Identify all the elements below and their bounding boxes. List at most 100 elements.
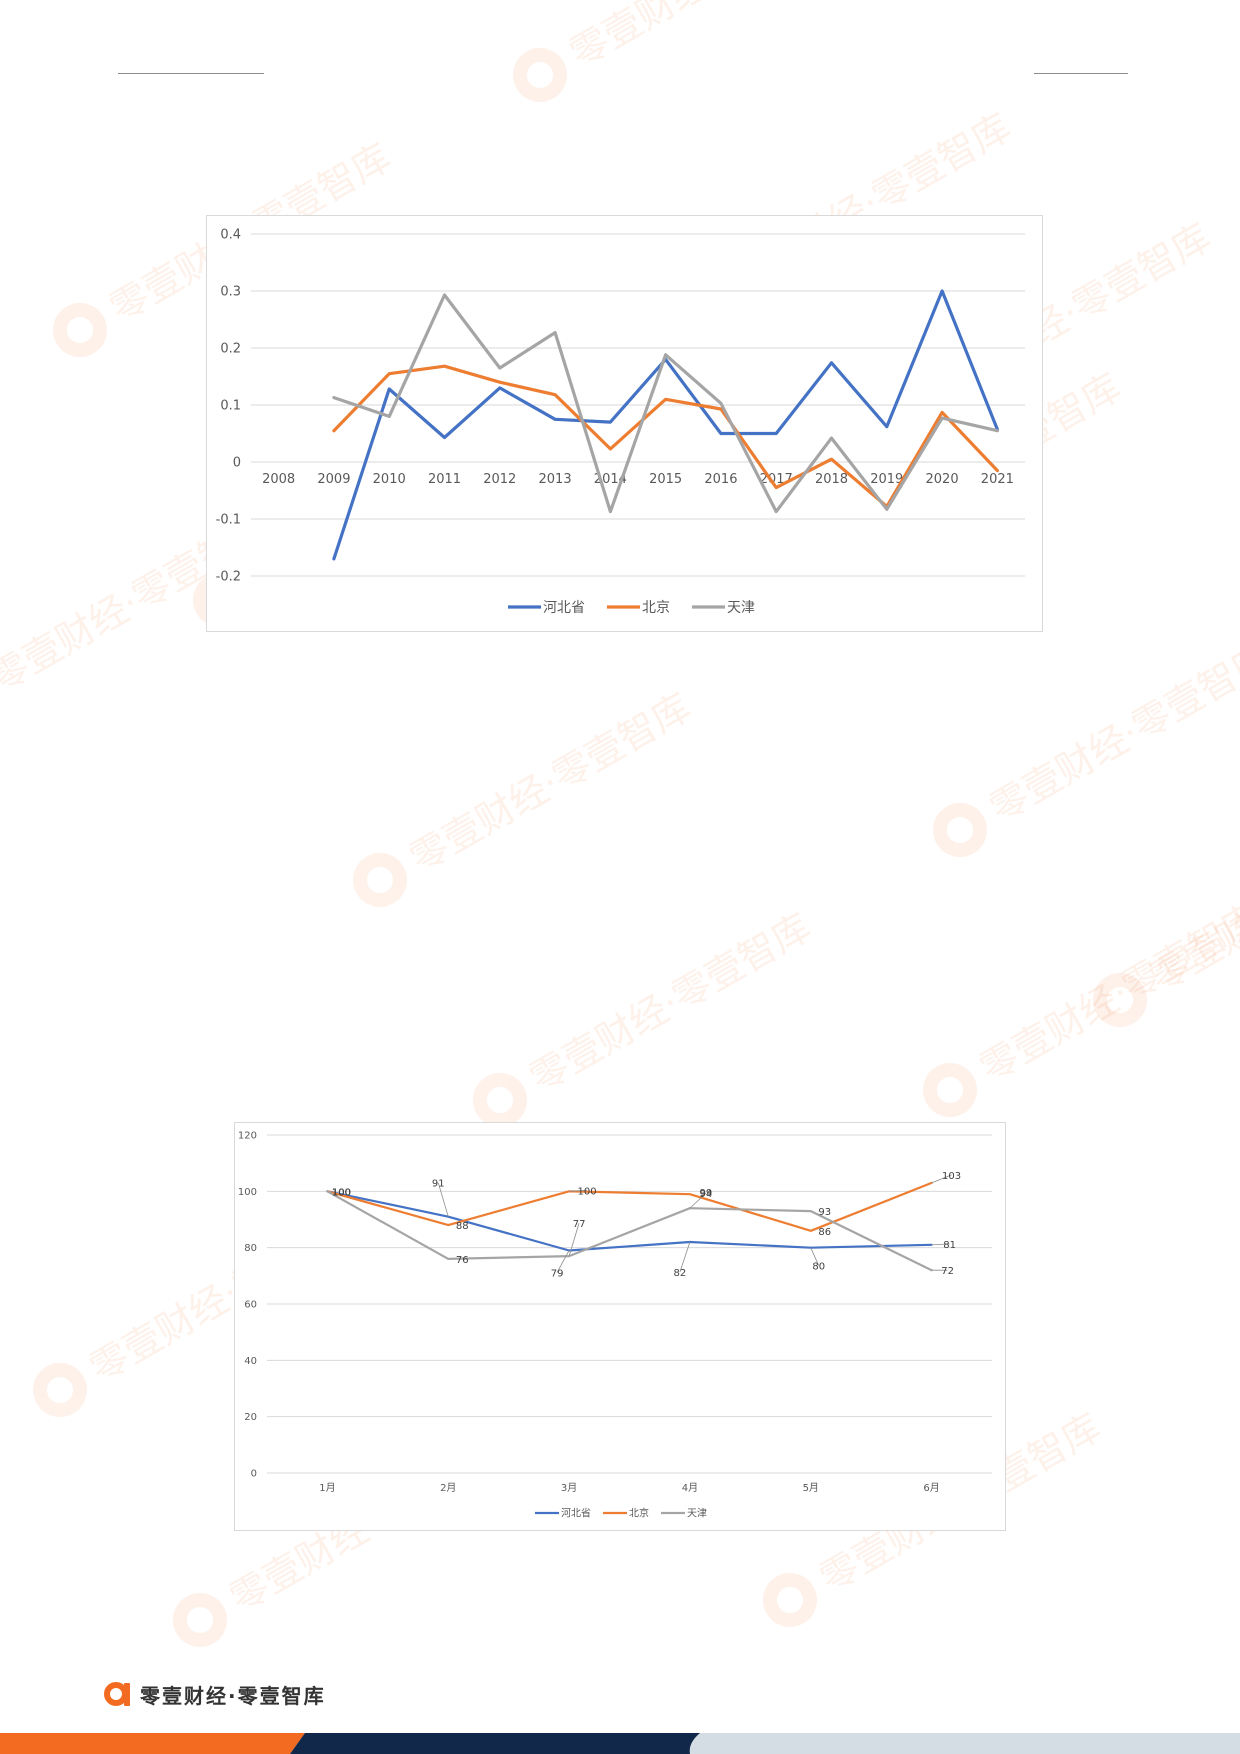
chart1-legend-label: 河北省 [543,600,585,616]
chart1-legend-label: 天津 [727,600,755,616]
watermark-logo-icon [33,1363,87,1417]
chart2-data-label: 103 [942,1171,961,1182]
chart2-x-tick-label: 2月 [440,1482,456,1494]
chart2-data-label: 80 [812,1262,825,1273]
chart2-y-tick-label: 20 [244,1412,257,1423]
chart2-data-label: 94 [700,1189,713,1200]
watermark-logo-icon [353,853,407,907]
chart2-label-leader [810,1247,820,1266]
chart-monthly-index: 0 20 40 60 80 100 120 1月 2月 3月 4月 5月 6月 100 91 79 82 80 81… [234,1122,1006,1531]
chart1-x-tick-label: 2012 [483,472,516,487]
watermark-mark: 零壹财经·零壹智库 [473,905,818,1127]
chart2-data-label: 72 [941,1266,954,1277]
chart2-data-label: 82 [674,1268,687,1279]
chart-annual-growth: -0.2 -0.1 0 0.1 0.2 0.3 0.4 2008 2009 2010 2011 201… [206,215,1043,632]
chart1-x-tick-label: 2013 [539,472,572,487]
chart1-x-tick-label: 2019 [870,472,903,487]
chart2-data-label: 86 [818,1227,831,1238]
footer-color-bar [0,1733,1240,1754]
chart2-label-leader [689,1192,707,1209]
chart1-legend-label: 北京 [642,600,670,616]
chart1-y-tick-label: 0.3 [220,285,241,300]
chart2-label-leader [931,1174,952,1184]
chart2-data-label: 100 [332,1187,351,1198]
watermark-mark: 零壹财经·零壹智库 [513,0,858,102]
chart1-y-tick-label: 0.2 [220,342,241,357]
chart2-label-leader [556,1250,570,1273]
chart2-data-label: 88 [456,1221,469,1232]
watermark-mark: 零壹财经·零壹智库 [1093,805,1240,1027]
brand-name: 零壹财经·零壹智库 [140,1683,326,1708]
chart2-data-label: 100 [332,1187,351,1198]
chart1-x-tick-label: 2011 [428,472,461,487]
chart1-y-tick-label: -0.1 [216,513,241,528]
chart2-series-line [326,1181,933,1232]
watermark-logo-icon [473,1073,527,1127]
watermark-text: 零壹财经·零壹智库 [562,0,858,76]
chart2-data-label: 93 [818,1207,831,1218]
watermark-text: 零壹财经·零壹智库 [402,685,698,881]
watermark-text: 零壹财经·零壹智库 [972,895,1240,1091]
chart2-data-label: 81 [943,1240,956,1251]
chart2-label-leader [679,1241,691,1273]
chart2-label-leader [568,1223,580,1257]
header-rule-left [118,73,264,74]
footer-brand: 零壹财经·零壹智库 [104,1679,326,1709]
alpha-logo-icon [104,1682,130,1706]
chart2-series-line [326,1190,933,1272]
watermark-logo-icon [923,1063,977,1117]
watermark-text: 零壹财经·零壹智库 [1142,805,1240,1001]
watermark-logo-icon [763,1573,817,1627]
chart-monthly-index-plot: 0 20 40 60 80 100 120 1月 2月 3月 4月 5月 6月 100 91 79 82 80 81… [238,1131,992,1520]
watermark-mark: 零壹财经·零壹智库 [933,635,1240,857]
chart1-x-tick-label: 2015 [649,472,682,487]
watermark-logo-icon [1093,973,1147,1027]
chart1-x-tick-label: 2009 [317,472,350,487]
chart2-data-label: 91 [432,1179,445,1190]
chart2-y-tick-label: 60 [244,1300,257,1311]
chart2-series-line [326,1190,933,1252]
chart2-x-tick-label: 1月 [319,1482,335,1494]
chart1-y-tick-label: 0 [233,456,241,471]
chart2-x-tick-label: 6月 [923,1482,939,1494]
chart2-y-tick-label: 0 [251,1469,257,1480]
chart2-label-leader [569,1189,588,1192]
chart2-x-tick-label: 5月 [803,1482,819,1494]
chart2-x-tick-label: 3月 [561,1482,577,1494]
watermark-logo-icon [53,303,107,357]
header-rule-right [1034,73,1128,74]
chart2-data-label: 79 [551,1268,564,1279]
chart-annual-growth-plot: -0.2 -0.1 0 0.1 0.2 0.3 0.4 2008 2009 2010 2011 201… [216,228,1025,616]
chart1-x-tick-label: 2016 [704,472,737,487]
watermark-logo-icon [933,803,987,857]
chart1-y-tick-label: 0.1 [220,399,241,414]
chart2-data-label: 76 [456,1255,469,1266]
chart1-x-tick-label: 2020 [926,472,959,487]
chart1-x-tick-label: 2017 [760,472,793,487]
chart2-legend-label: 河北省 [561,1507,591,1520]
watermark-logo-icon [173,1593,227,1647]
chart1-x-tick-label: 2010 [373,472,406,487]
chart2-data-label: 77 [573,1219,586,1230]
watermark-mark: 零壹财经·零壹智库 [353,685,698,907]
chart2-y-tick-label: 120 [238,1131,257,1142]
chart1-y-tick-label: 0.4 [220,228,241,243]
chart2-legend-label: 北京 [629,1507,649,1520]
chart1-x-tick-label: 2021 [981,472,1014,487]
chart2-data-label: 100 [578,1186,597,1197]
chart2-y-tick-label: 100 [238,1187,257,1198]
chart2-legend-label: 天津 [687,1508,707,1520]
chart1-x-tick-label: 2008 [262,472,295,487]
chart2-y-tick-label: 40 [244,1356,257,1367]
watermark-logo-icon [513,48,567,102]
watermark-text: 零壹财经·零壹智库 [522,905,818,1101]
chart2-label-leader [437,1182,449,1217]
chart2-x-tick-label: 4月 [682,1482,698,1494]
chart1-x-tick-label: 2018 [815,472,848,487]
watermark-text: 零壹财经·零壹智库 [982,635,1240,831]
chart2-label-leader [931,1243,950,1246]
watermark-mark: 零壹财经·零壹智库 [923,895,1240,1117]
chart1-y-tick-label: -0.2 [216,570,241,585]
chart2-y-tick-label: 80 [244,1243,257,1254]
chart2-data-label: 100 [332,1187,351,1198]
